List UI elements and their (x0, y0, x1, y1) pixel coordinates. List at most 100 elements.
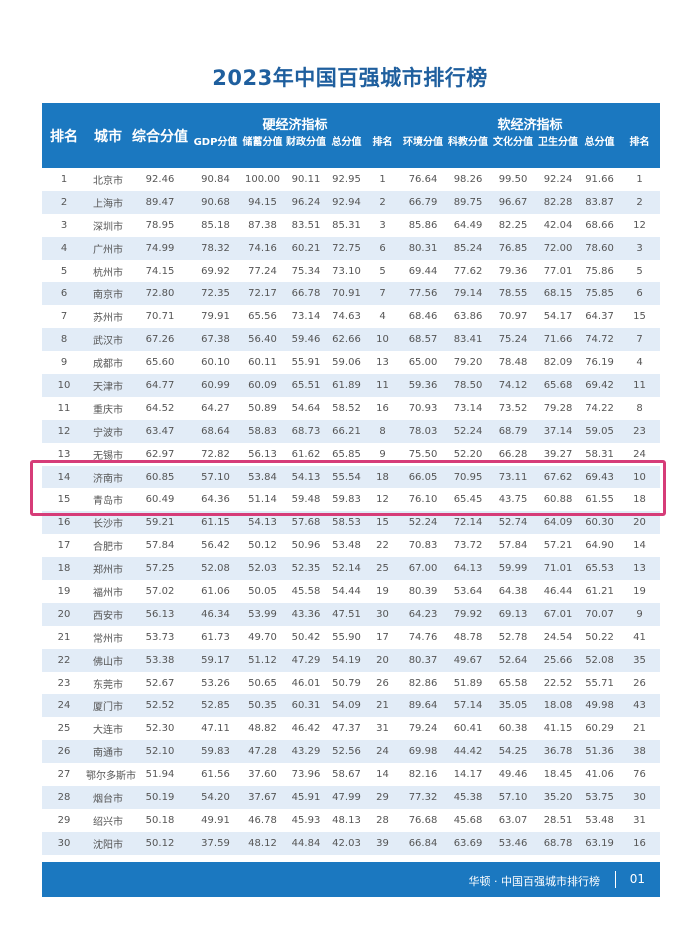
table-row: 2 上海市 89.47 90.68 94.15 96.24 92.94 2 66.79 89.75… (42, 190, 661, 214)
table-cell: 常州市 (93, 633, 123, 645)
table-cell: 59.99 (490, 557, 537, 581)
table-cell: 20 (619, 511, 661, 535)
table-cell: 29 (365, 786, 401, 809)
table-cell: 57.10 (190, 465, 241, 489)
table-cell: 6 (365, 236, 401, 260)
table-cell: 35.05 (490, 694, 537, 718)
table-cell: 43.29 (284, 740, 328, 764)
table-cell: 16 (619, 831, 661, 855)
table-cell: 78.50 (446, 374, 491, 397)
table-cell: 64.37 (585, 311, 614, 323)
table-cell: 73.10 (332, 265, 361, 277)
table-cell: 48.13 (332, 814, 361, 826)
table-cell: 28 (42, 786, 86, 809)
table-cell: 83.87 (580, 190, 620, 214)
table-cell: 64.09 (536, 511, 581, 535)
table-cell: 10 (365, 328, 401, 352)
header-soft-col: 总分值 (580, 133, 620, 168)
table-cell: 67.26 (130, 328, 190, 352)
table-cell: 54.20 (190, 786, 241, 809)
table-cell: 60.11 (248, 357, 277, 369)
table-cell: 66.79 (400, 190, 447, 214)
table-cell: 23 (619, 419, 661, 443)
table-cell: 56.13 (248, 448, 277, 460)
table-cell: 19 (57, 585, 71, 597)
table-cell: 南通市 (86, 740, 130, 764)
table-cell: 35.20 (536, 786, 581, 809)
table-cell: 郑州市 (86, 557, 130, 581)
table-cell: 94.15 (241, 190, 284, 214)
table-cell: 67.00 (400, 557, 447, 581)
header-soft-col: 排名 (619, 133, 661, 168)
header-soft-group: 软经济指标 (400, 103, 661, 133)
table-cell: 56.42 (201, 540, 230, 552)
table-cell: 65.85 (332, 448, 361, 460)
table-cell: 9 (60, 357, 68, 369)
table-cell: 69.13 (490, 602, 537, 626)
table-row: 20 西安市 56.13 46.34 53.99 43.36 47.51 30 64.23 79.… (42, 602, 661, 626)
table-cell: 49.67 (446, 648, 491, 672)
table-cell: 78.60 (580, 236, 620, 260)
table-cell: 73.52 (498, 402, 528, 414)
table-cell: 51.14 (248, 494, 277, 506)
table-row: 17 合肥市 57.84 56.42 50.12 50.96 53.48 22 70.83 73.… (42, 534, 660, 557)
table-cell: 24 (365, 740, 401, 764)
table-cell: 14.17 (453, 769, 483, 781)
table-cell: 42.03 (328, 831, 365, 855)
table-row: 29 绍兴市 50.18 49.91 46.78 45.93 48.13 28 76.68 45.… (42, 809, 660, 832)
table-cell: 85.31 (332, 219, 361, 231)
table-cell: 77.24 (248, 265, 277, 277)
table-cell: 23 (57, 677, 71, 689)
table-cell: 46.42 (291, 723, 321, 735)
table-cell: 92.24 (543, 173, 573, 185)
table-cell: 50.35 (241, 694, 284, 718)
table-cell: 76.68 (408, 814, 438, 826)
table-cell: 69.42 (580, 374, 620, 397)
table-cell: 43 (619, 694, 661, 718)
table-cell: 30 (365, 602, 401, 626)
table-cell: 25 (57, 723, 71, 735)
table-cell: 91.66 (585, 173, 614, 185)
table-cell: 29 (57, 814, 71, 826)
table-cell: 77.01 (543, 265, 573, 277)
table-cell: 75.86 (585, 265, 614, 277)
table-cell: 8 (636, 402, 643, 414)
table-cell: 6 (42, 282, 86, 306)
table-cell: 46.34 (190, 602, 241, 626)
table-cell: 83.51 (291, 219, 321, 231)
table-cell: 60.31 (284, 694, 328, 718)
table-cell: 65.00 (408, 357, 438, 369)
table-cell: 51.89 (453, 677, 483, 689)
table-cell: 37.14 (536, 419, 581, 443)
table-cell: 53.26 (201, 677, 230, 689)
table-cell: 63.69 (446, 831, 491, 855)
table-cell: 无锡市 (93, 450, 123, 462)
table-cell: 53.48 (585, 814, 614, 826)
table-row: 16 长沙市 59.21 61.15 54.13 57.68 58.53 15 52.24 72.… (42, 511, 661, 535)
table-cell: 79.14 (446, 282, 491, 306)
table-cell: 16 (376, 402, 389, 414)
table-cell: 52.56 (328, 740, 365, 764)
table-row: 10 天津市 64.77 60.99 60.09 65.51 61.89 11 59.36 78.… (42, 374, 661, 397)
table-cell: 5 (379, 265, 386, 277)
table-cell: 74.16 (241, 236, 284, 260)
table-cell: 52.24 (446, 419, 491, 443)
table-cell: 76 (633, 769, 646, 781)
header-hard-col: 总分值 (328, 133, 365, 168)
table-cell: 杭州市 (93, 267, 123, 279)
table-cell: 59.48 (291, 494, 321, 506)
table-cell: 62.97 (145, 448, 175, 460)
table-cell: 64.23 (400, 602, 447, 626)
table-cell: 18 (633, 494, 646, 506)
table-cell: 12 (42, 419, 86, 443)
header-hard-col: GDP分值 (190, 133, 241, 168)
table-cell: 52.52 (130, 694, 190, 718)
table-cell: 67.38 (190, 328, 241, 352)
header-hard-col: 排名 (365, 133, 401, 168)
table-cell: 9 (379, 448, 386, 460)
table-cell: 60.30 (580, 511, 620, 535)
table-cell: 80.39 (408, 585, 438, 597)
table-cell: 74.72 (580, 328, 620, 352)
table-cell: 57.25 (130, 557, 190, 581)
header-soft-col: 科教分值 (446, 133, 491, 168)
